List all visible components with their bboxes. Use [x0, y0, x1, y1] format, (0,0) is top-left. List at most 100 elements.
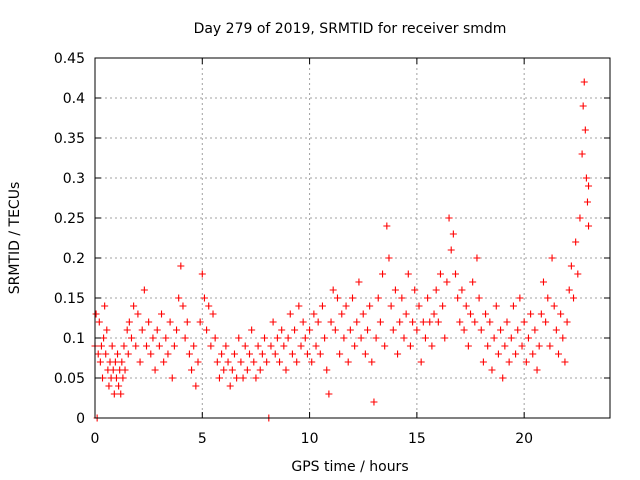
data-point — [413, 326, 421, 334]
data-point — [203, 326, 211, 334]
data-point — [565, 286, 573, 294]
data-point — [256, 366, 264, 374]
data-point — [578, 150, 586, 158]
data-point — [149, 334, 157, 342]
data-point — [349, 294, 356, 302]
data-point — [398, 294, 406, 302]
data-point — [462, 302, 470, 310]
data-point — [383, 222, 391, 230]
data-point — [419, 318, 427, 326]
data-point — [316, 350, 324, 358]
x-tick-label: 20 — [515, 431, 533, 447]
data-point — [325, 390, 333, 398]
data-point — [124, 350, 132, 358]
data-point — [222, 342, 230, 350]
data-point — [226, 382, 234, 390]
data-point — [147, 350, 155, 358]
data-point — [537, 310, 545, 318]
data-point — [102, 350, 110, 358]
data-point — [130, 302, 138, 310]
data-point — [430, 310, 438, 318]
x-tick-label: 10 — [301, 431, 319, 447]
data-point — [246, 350, 253, 358]
data-point — [321, 334, 329, 342]
data-point — [183, 318, 191, 326]
data-point — [364, 326, 372, 334]
data-point — [299, 318, 307, 326]
data-point — [95, 318, 103, 326]
data-point — [385, 254, 393, 262]
data-point — [428, 342, 436, 350]
data-point — [421, 334, 429, 342]
data-point — [544, 294, 552, 302]
data-point — [583, 198, 591, 206]
data-point — [105, 382, 113, 390]
data-point — [561, 358, 569, 366]
data-point — [486, 318, 494, 326]
data-point — [160, 358, 168, 366]
data-point — [539, 278, 547, 286]
data-point — [452, 270, 459, 278]
data-point — [376, 318, 384, 326]
data-point — [400, 334, 408, 342]
data-point — [303, 350, 311, 358]
data-point — [488, 366, 496, 374]
data-point — [548, 254, 556, 262]
data-point — [181, 334, 189, 342]
data-point — [522, 358, 530, 366]
data-point — [492, 302, 500, 310]
data-point — [173, 326, 181, 334]
data-point — [529, 350, 537, 358]
data-point — [114, 350, 122, 358]
data-point — [323, 366, 331, 374]
data-point — [366, 302, 374, 310]
data-point — [224, 358, 232, 366]
data-point — [101, 302, 109, 310]
data-point — [484, 342, 492, 350]
data-point — [140, 286, 148, 294]
data-point — [331, 326, 339, 334]
data-point — [394, 350, 402, 358]
data-point — [434, 318, 442, 326]
data-point — [582, 174, 590, 182]
data-point — [310, 310, 318, 318]
data-point — [92, 310, 100, 318]
data-point — [269, 318, 277, 326]
data-point — [585, 222, 593, 230]
data-point — [179, 302, 187, 310]
data-point — [552, 326, 560, 334]
data-point — [542, 318, 550, 326]
data-point — [293, 358, 301, 366]
data-point — [94, 350, 102, 358]
data-point — [503, 318, 511, 326]
data-point — [329, 286, 337, 294]
y-tick-label: 0.3 — [63, 171, 85, 187]
data-point — [524, 334, 532, 342]
data-point — [389, 326, 397, 334]
data-point — [111, 358, 119, 366]
data-point — [518, 342, 526, 350]
y-tick-label: 0.05 — [54, 371, 85, 387]
data-point — [132, 342, 140, 350]
data-point — [567, 262, 575, 270]
x-tick-label: 0 — [91, 431, 100, 447]
data-point — [134, 310, 142, 318]
data-point — [372, 334, 380, 342]
data-point — [436, 270, 444, 278]
data-point — [445, 214, 453, 222]
data-point — [213, 358, 221, 366]
data-point — [115, 382, 123, 390]
data-point — [286, 310, 294, 318]
data-point — [520, 318, 528, 326]
y-tick-label: 0.1 — [63, 331, 85, 347]
data-point — [509, 302, 517, 310]
data-point — [155, 342, 163, 350]
data-point — [110, 390, 118, 398]
data-point — [516, 294, 524, 302]
data-point — [241, 342, 249, 350]
data-point — [443, 278, 451, 286]
data-point — [230, 350, 238, 358]
data-point — [426, 318, 434, 326]
data-point — [460, 326, 468, 334]
data-point — [145, 318, 153, 326]
